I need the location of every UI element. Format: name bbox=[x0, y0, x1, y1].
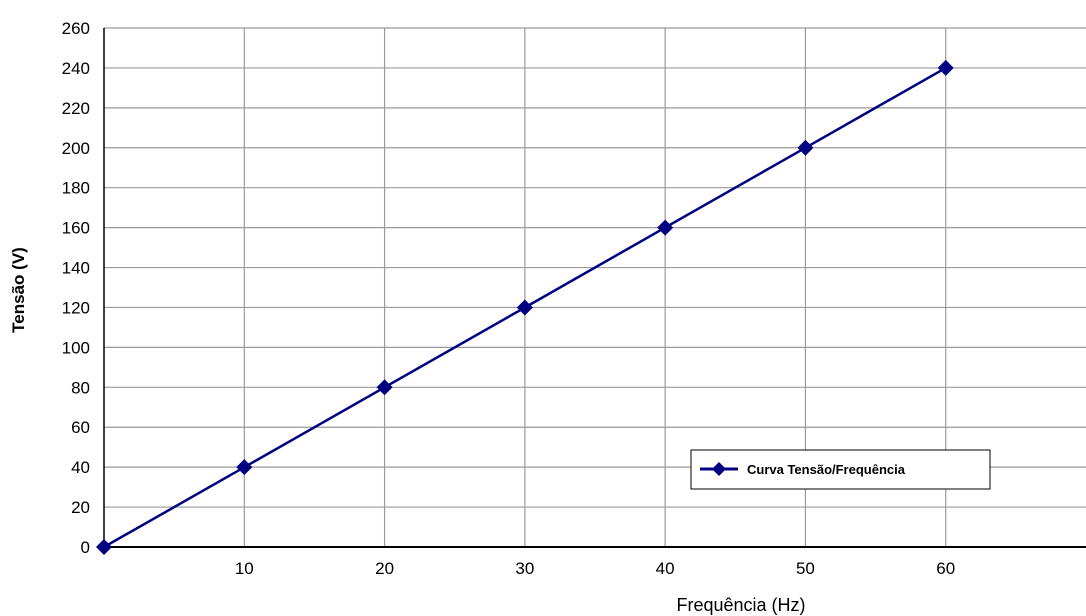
data-point-marker bbox=[797, 139, 814, 156]
y-tick-label: 180 bbox=[62, 179, 90, 198]
x-tick-label: 30 bbox=[515, 559, 534, 578]
legend-marker bbox=[712, 462, 726, 476]
y-tick-label: 0 bbox=[81, 538, 90, 557]
y-tick-label: 40 bbox=[71, 458, 90, 477]
y-tick-label: 160 bbox=[62, 219, 90, 238]
x-tick-label: 50 bbox=[796, 559, 815, 578]
x-tick-label: 10 bbox=[235, 559, 254, 578]
x-tick-label: 40 bbox=[656, 559, 675, 578]
y-tick-label: 240 bbox=[62, 59, 90, 78]
y-axis-label: Tensão (V) bbox=[9, 247, 28, 333]
axes bbox=[103, 28, 1086, 548]
y-tick-label: 260 bbox=[62, 19, 90, 38]
y-tick-label: 120 bbox=[62, 298, 90, 317]
x-tick-label: 20 bbox=[375, 559, 394, 578]
y-tick-label: 140 bbox=[62, 259, 90, 278]
tick-labels: 0 20 40 60 80 100 120 140 160 180 200 220 240 260 10 20… bbox=[62, 19, 956, 578]
y-tick-label: 200 bbox=[62, 139, 90, 158]
data-point-marker bbox=[96, 539, 112, 555]
series-layer bbox=[96, 59, 954, 555]
x-axis-label: Frequência (Hz) bbox=[676, 595, 805, 615]
x-tick-label: 60 bbox=[936, 559, 955, 578]
y-tick-label: 220 bbox=[62, 99, 90, 118]
y-tick-label: 60 bbox=[71, 418, 90, 437]
legend-box bbox=[690, 449, 991, 490]
y-tick-label: 80 bbox=[71, 378, 90, 397]
data-point-marker bbox=[236, 459, 253, 476]
data-point-marker bbox=[376, 379, 393, 396]
legend: Curva Tensão/Frequência bbox=[690, 449, 991, 490]
data-point-marker bbox=[516, 299, 533, 316]
legend-label: Curva Tensão/Frequência bbox=[747, 462, 906, 477]
data-point-marker bbox=[937, 59, 954, 76]
y-tick-label: 100 bbox=[62, 338, 90, 357]
y-tick-label: 20 bbox=[71, 498, 90, 517]
data-point-marker bbox=[657, 219, 674, 236]
